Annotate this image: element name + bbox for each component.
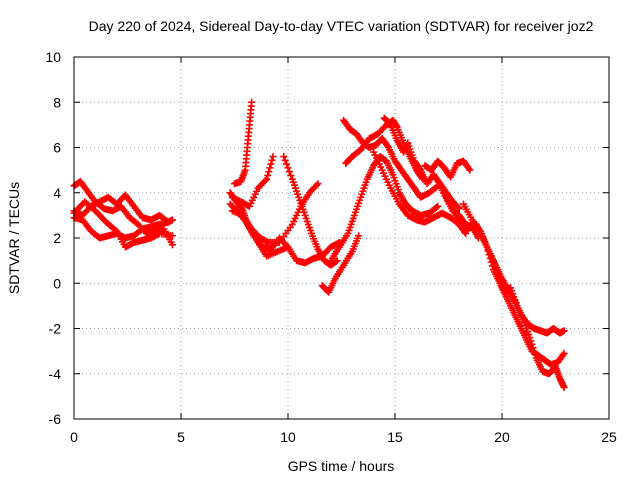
data-point xyxy=(465,165,473,173)
y-tick-label: 6 xyxy=(53,140,61,156)
data-point xyxy=(281,156,289,164)
data-point xyxy=(484,247,492,255)
data-point xyxy=(314,180,322,188)
data-point xyxy=(434,202,442,210)
data-point xyxy=(560,327,568,335)
y-tick-label: 4 xyxy=(53,185,61,201)
data-point xyxy=(284,243,292,251)
data-point xyxy=(280,153,288,161)
data-point xyxy=(263,175,271,183)
data-point xyxy=(287,171,295,179)
data-point xyxy=(531,351,539,359)
data-point xyxy=(355,232,363,240)
series-arc-11 xyxy=(318,232,363,296)
data-point xyxy=(386,120,394,128)
data-point xyxy=(313,181,321,189)
y-tick-label: -6 xyxy=(49,411,62,427)
data-point xyxy=(268,156,276,164)
y-tick-label: 10 xyxy=(45,49,61,65)
data-point xyxy=(455,205,463,213)
data-point xyxy=(435,178,443,186)
series-arc-2 xyxy=(70,177,176,249)
data-point xyxy=(269,153,277,161)
data-point xyxy=(168,241,176,249)
series-arc-14 xyxy=(340,116,442,201)
data-point xyxy=(261,177,269,185)
x-tick-label: 20 xyxy=(494,429,510,445)
x-axis-title: GPS time / hours xyxy=(288,458,395,474)
data-point xyxy=(384,142,392,150)
series-arc-12 xyxy=(327,153,442,265)
y-tick-label: 2 xyxy=(53,230,61,246)
data-point xyxy=(164,218,172,226)
series-arc-10 xyxy=(280,153,341,269)
data-point xyxy=(267,160,275,168)
data-point xyxy=(284,164,292,172)
y-tick-label: -4 xyxy=(49,366,62,382)
data-point xyxy=(529,344,537,352)
data-point xyxy=(168,216,176,224)
data-point xyxy=(432,203,440,211)
data-point xyxy=(454,203,462,211)
x-tick-label: 25 xyxy=(601,429,617,445)
series-arc-9 xyxy=(226,200,292,260)
data-point xyxy=(285,168,293,176)
data-point xyxy=(333,257,341,265)
data-point xyxy=(466,166,474,174)
data-point xyxy=(560,383,568,391)
series-arc-7 xyxy=(228,153,277,210)
x-tick-label: 0 xyxy=(70,429,78,445)
data-point xyxy=(462,229,470,237)
data-point xyxy=(527,337,535,345)
chart-title: Day 220 of 2024, Sidereal Day-to-day VTE… xyxy=(89,18,594,34)
data-point xyxy=(265,168,273,176)
data-point xyxy=(416,165,424,173)
series-arc-6 xyxy=(231,98,256,188)
y-axis-title: SDTVAR / TECUs xyxy=(6,182,22,294)
data-point xyxy=(530,347,538,355)
y-tick-label: 0 xyxy=(53,275,61,291)
y-tick-label: 8 xyxy=(53,94,61,110)
data-point xyxy=(560,349,568,357)
data-point xyxy=(559,351,567,359)
axis-ticks xyxy=(73,56,610,420)
data-point xyxy=(248,98,256,106)
series-arc-21 xyxy=(487,252,568,391)
data-point xyxy=(283,160,291,168)
series-arc-17 xyxy=(421,157,474,181)
data-marks xyxy=(70,98,568,391)
data-point xyxy=(264,171,272,179)
data-point xyxy=(168,232,176,240)
x-tick-label: 5 xyxy=(177,429,185,445)
data-point xyxy=(163,217,171,225)
x-tick-label: 15 xyxy=(387,429,403,445)
data-point xyxy=(528,340,536,348)
axis-tick-labels: 0 5 10 15 20 25 -6 -4 -2 0 2 4 6 8 10 xyxy=(45,49,617,445)
grid-lines xyxy=(74,57,609,419)
x-tick-label: 10 xyxy=(280,429,296,445)
data-point xyxy=(526,334,534,342)
data-point xyxy=(483,243,491,251)
y-tick-label: -2 xyxy=(49,321,62,337)
data-point xyxy=(266,164,274,172)
